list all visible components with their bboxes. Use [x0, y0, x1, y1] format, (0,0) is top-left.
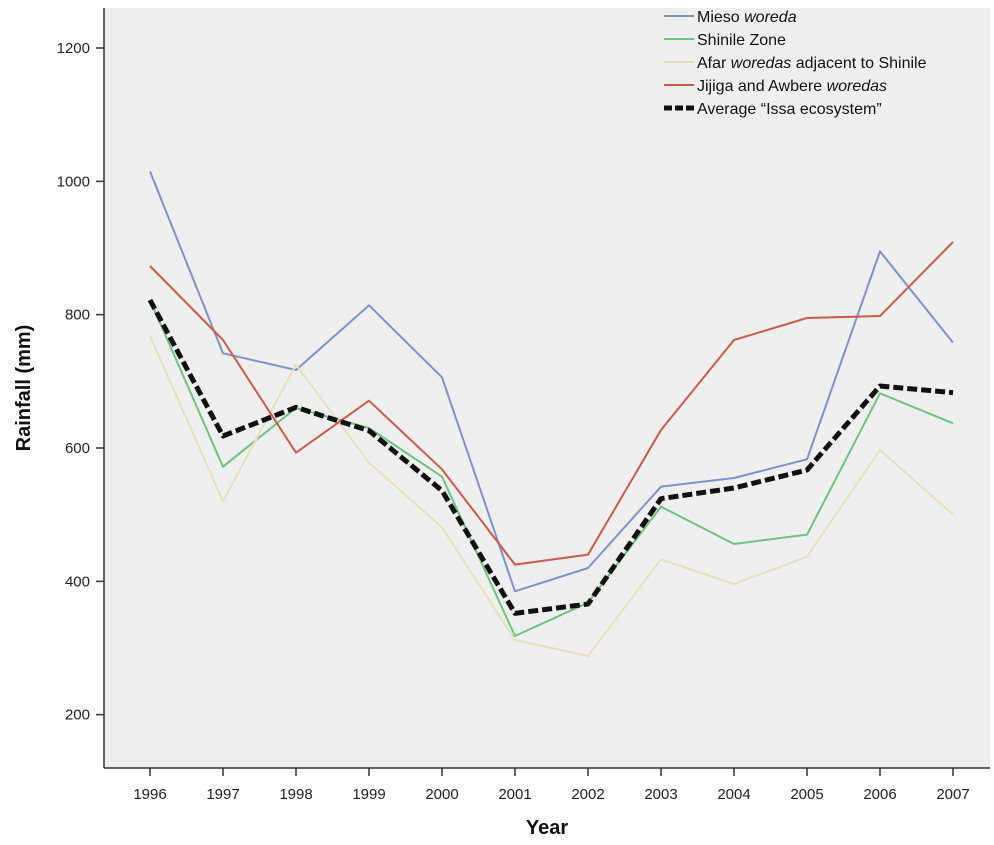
y-axis-title: Rainfall (mm)	[13, 325, 35, 452]
y-tick-label: 1000	[57, 173, 90, 190]
x-tick-label: 2007	[936, 786, 969, 803]
x-tick-label: 2004	[717, 786, 750, 803]
series-line-1	[149, 170, 954, 593]
x-tick-label: 2002	[571, 786, 604, 803]
y-tick-label: 400	[65, 573, 90, 590]
y-tick-label: 200	[65, 707, 90, 724]
series-layer	[147, 170, 954, 657]
y-tick-label: 600	[65, 440, 90, 457]
y-axis-ticks: 200 400 600 800 1000 1200	[57, 40, 104, 724]
x-tick-label: 1998	[279, 786, 312, 803]
y-tick-label: 1200	[57, 40, 90, 57]
x-tick-label: 2006	[863, 786, 896, 803]
series-line-3	[149, 335, 954, 657]
x-axis-ticks: 1996 1997 1998 1999 2000 2001 2002 2003 2004 2005…	[133, 768, 970, 803]
series-line-2	[149, 299, 954, 637]
series-line-5	[147, 298, 954, 616]
legend-label-2: Shinile Zone	[697, 32, 786, 49]
x-tick-label: 1997	[206, 786, 239, 803]
x-tick-label: 2000	[425, 786, 458, 803]
legend-label-3: Afar woredas adjacent to Shinile	[697, 55, 927, 72]
legend-label-5: Average “Issa ecosystem”	[697, 101, 882, 118]
x-axis-title: Year	[526, 817, 568, 839]
x-tick-label: 1999	[352, 786, 385, 803]
series-line-4	[149, 241, 954, 566]
y-tick-label: 800	[65, 307, 90, 324]
x-tick-label: 2005	[790, 786, 823, 803]
legend: Mieso woreda Shinile Zone Afar woredas adj…	[664, 9, 927, 118]
x-tick-label: 1996	[133, 786, 166, 803]
x-tick-label: 2003	[644, 786, 677, 803]
x-tick-label: 2001	[498, 786, 531, 803]
legend-label-1: Mieso woreda	[697, 9, 797, 26]
legend-label-4: Jijiga and Awbere woredas	[697, 78, 887, 95]
plot-area	[104, 8, 990, 768]
